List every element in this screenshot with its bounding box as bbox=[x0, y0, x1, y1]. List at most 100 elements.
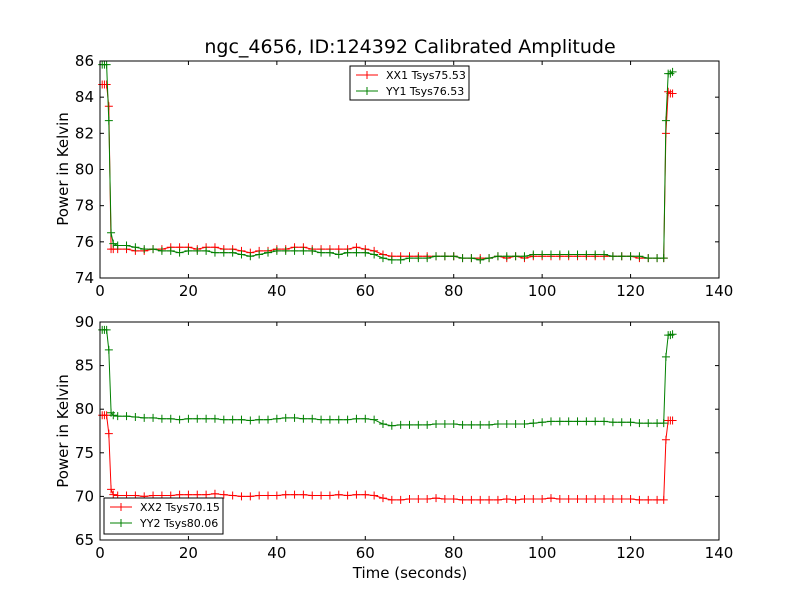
data-point bbox=[175, 490, 184, 499]
data-point bbox=[166, 246, 175, 255]
data-point bbox=[661, 352, 670, 361]
data-point bbox=[334, 490, 343, 499]
data-point bbox=[361, 248, 370, 257]
data-point bbox=[668, 416, 677, 425]
data-point bbox=[272, 414, 281, 423]
data-point bbox=[396, 255, 405, 264]
data-point bbox=[485, 420, 494, 429]
data-point bbox=[467, 495, 476, 504]
plot-frame bbox=[99, 321, 720, 541]
y-axis-label-top: Power in Kelvin bbox=[54, 112, 72, 226]
data-point bbox=[661, 116, 670, 125]
data-point bbox=[591, 495, 600, 504]
data-point bbox=[449, 495, 458, 504]
data-point bbox=[299, 490, 308, 499]
data-point bbox=[582, 250, 591, 259]
data-point bbox=[626, 418, 635, 427]
data-point bbox=[272, 246, 281, 255]
data-point bbox=[555, 250, 564, 259]
data-point bbox=[102, 60, 111, 69]
data-point bbox=[104, 116, 113, 125]
data-point bbox=[659, 254, 668, 263]
data-point bbox=[210, 414, 219, 423]
data-point bbox=[237, 492, 246, 501]
data-point bbox=[644, 495, 653, 504]
data-point bbox=[493, 420, 502, 429]
x-axis-label: Time (seconds) bbox=[352, 564, 468, 582]
x-tick-label: 80 bbox=[444, 544, 463, 562]
y-tick-label: 70 bbox=[75, 487, 94, 505]
data-point bbox=[600, 417, 609, 426]
data-point bbox=[343, 491, 352, 500]
y-tick-label: 85 bbox=[75, 357, 94, 375]
data-point bbox=[361, 490, 370, 499]
data-point bbox=[370, 491, 379, 500]
data-point bbox=[104, 429, 113, 438]
data-point bbox=[264, 415, 273, 424]
data-point bbox=[140, 413, 149, 422]
data-point bbox=[149, 245, 158, 254]
y-tick-label: 86 bbox=[75, 52, 94, 70]
bottom-plot: 0 20 40 60 80 100 120 140 65 70 75 80 85 90 XX2 Tsys70… bbox=[75, 313, 733, 562]
data-point bbox=[109, 411, 118, 420]
data-point bbox=[644, 254, 653, 263]
data-point bbox=[281, 490, 290, 499]
data-point bbox=[264, 248, 273, 257]
data-point bbox=[378, 254, 387, 263]
data-point bbox=[493, 252, 502, 261]
data-point bbox=[334, 415, 343, 424]
data-point bbox=[668, 330, 677, 339]
data-point bbox=[600, 495, 609, 504]
data-point bbox=[352, 248, 361, 257]
data-point bbox=[396, 495, 405, 504]
data-point bbox=[104, 345, 113, 354]
x-tick-label: 120 bbox=[616, 544, 645, 562]
data-point bbox=[493, 495, 502, 504]
data-point bbox=[476, 420, 485, 429]
data-point bbox=[626, 252, 635, 261]
data-point bbox=[520, 252, 529, 261]
x-tick-label: 20 bbox=[179, 544, 198, 562]
data-point bbox=[458, 254, 467, 263]
data-point bbox=[600, 250, 609, 259]
x-tick-label: 60 bbox=[356, 544, 375, 562]
data-point bbox=[317, 491, 326, 500]
data-point bbox=[219, 415, 228, 424]
data-point bbox=[228, 248, 237, 257]
data-point bbox=[591, 417, 600, 426]
data-point bbox=[485, 495, 494, 504]
data-point bbox=[228, 491, 237, 500]
data-point bbox=[546, 417, 555, 426]
data-point bbox=[272, 491, 281, 500]
data-point bbox=[432, 252, 441, 261]
x-tick-label: 60 bbox=[356, 282, 375, 300]
x-tick-label: 120 bbox=[616, 282, 645, 300]
y-tick-label: 65 bbox=[75, 531, 94, 549]
data-point bbox=[608, 252, 617, 261]
data-point bbox=[538, 418, 547, 427]
data-point bbox=[255, 250, 264, 259]
series-markers-2-2 bbox=[98, 325, 677, 430]
data-point bbox=[166, 414, 175, 423]
data-point bbox=[626, 495, 635, 504]
data-point bbox=[449, 252, 458, 261]
data-point bbox=[529, 495, 538, 504]
data-point bbox=[378, 494, 387, 503]
data-point bbox=[107, 485, 116, 494]
data-point bbox=[644, 419, 653, 428]
data-point bbox=[591, 250, 600, 259]
series-markers-2-1 bbox=[98, 411, 677, 504]
x-tick-label: 140 bbox=[705, 544, 734, 562]
data-point bbox=[405, 254, 414, 263]
data-point bbox=[617, 495, 626, 504]
data-point bbox=[485, 254, 494, 263]
data-point bbox=[467, 420, 476, 429]
data-point bbox=[210, 248, 219, 257]
data-point bbox=[107, 228, 116, 237]
data-point bbox=[414, 495, 423, 504]
data-point bbox=[102, 80, 111, 89]
data-point bbox=[175, 248, 184, 257]
data-point bbox=[511, 420, 520, 429]
data-point bbox=[246, 252, 255, 261]
